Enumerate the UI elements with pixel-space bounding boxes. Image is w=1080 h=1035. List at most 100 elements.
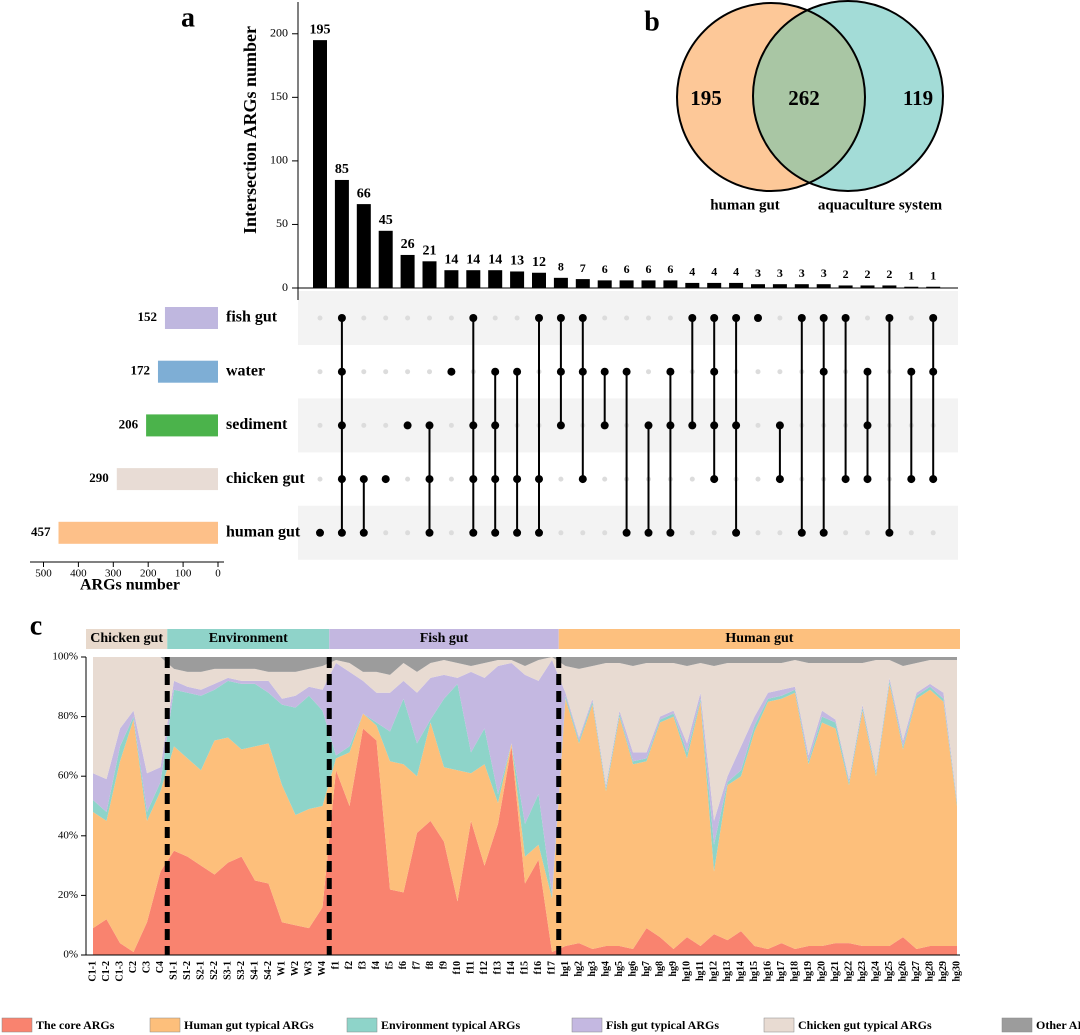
member-dot [556,314,565,322]
member-dot [863,367,872,376]
member-dot [469,421,478,430]
x-tick-label: C2 [128,961,139,973]
bar [532,272,546,288]
bar-value-label: 14 [466,252,480,267]
x-tick-label: hg10 [681,961,692,982]
set-name: water [226,362,265,379]
x-tick-label: C3 [141,961,152,973]
set-name: sediment [226,416,288,433]
inactive-dot [777,369,783,375]
bar-value-label: 85 [335,162,349,177]
area [93,728,957,955]
x-tick-label: S2-1 [195,961,206,980]
x-tick-label: hg23 [857,961,868,982]
member-dot [447,367,456,376]
bar-value-label: 14 [488,252,502,267]
bar-value-label: 13 [510,254,524,269]
member-dot [491,528,500,537]
member-dot [513,367,522,376]
set-size-label: 290 [89,470,109,485]
x-tick-label: f17 [546,961,557,974]
area [93,680,957,899]
member-dot [644,421,653,430]
y-tick-label: 150 [270,89,288,103]
x-tick-label: f2 [344,961,355,969]
member-dot [863,421,872,430]
x-tick-label: hg11 [695,961,706,981]
member-dot [797,314,806,322]
x-tick-label: C4 [155,961,166,973]
bar [334,179,349,288]
member-dot [732,314,741,322]
inactive-dot [448,476,454,482]
member-dot [491,367,500,376]
inactive-dot [317,476,323,482]
x-tick-label: C1-1 [87,961,98,982]
set-size-label: 152 [137,309,157,324]
inactive-dot [448,530,454,536]
member-dot [556,421,565,430]
member-dot [819,314,828,322]
bar-value-label: 21 [423,244,437,259]
x-tick-label: S2-2 [209,961,220,980]
x-tick-label: S1-2 [182,961,193,980]
bar [926,286,941,288]
bar [663,280,678,288]
y-tick-label: 20% [58,889,78,901]
x-tick-label: hg2 [573,961,584,977]
x-tick-label: S4-2 [263,961,274,980]
x-tick-label: hg8 [654,961,665,977]
member-dot [622,528,631,537]
inactive-dot [448,422,454,428]
inactive-dot [755,476,761,482]
member-dot [929,314,938,322]
set-x-tick-label: 500 [35,568,52,580]
y-tick-label: 40% [58,829,78,841]
venn-set-name: human gut [710,197,780,213]
panel-label: b [644,6,660,37]
bar-value-label: 4 [689,265,695,279]
x-tick-label: f13 [492,961,503,974]
member-dot [622,367,631,376]
member-dot [381,475,390,484]
bar [707,282,722,288]
member-dot [425,528,434,537]
member-dot [710,421,719,430]
x-tick-label: S1-1 [168,961,179,980]
x-tick-label: f4 [371,961,382,969]
member-dot [732,421,741,430]
member-dot [819,528,828,537]
x-tick-label: f10 [452,961,463,974]
area [93,657,957,675]
x-tick-label: f9 [438,961,449,969]
member-dot [600,421,609,430]
inactive-dot [492,315,498,321]
bar-value-label: 2 [843,267,849,281]
x-tick-label: f1 [330,961,341,969]
bar [466,270,481,288]
bar-value-label: 7 [580,261,586,275]
member-dot [710,314,719,322]
inactive-dot [908,530,914,536]
x-tick-label: f12 [479,961,490,974]
x-tick-label: hg20 [816,961,827,982]
inactive-dot [317,422,323,428]
x-tick-label: hg4 [600,961,611,977]
bar-value-label: 195 [310,22,331,37]
group-header [558,629,960,649]
inactive-dot [405,476,411,482]
inactive-dot [558,530,564,536]
inactive-dot [667,315,673,321]
set-name: human gut [226,523,301,540]
x-tick-label: hg26 [897,961,908,982]
bar [553,277,568,288]
x-tick-label: hg5 [614,961,625,977]
legend-swatch [149,1017,181,1033]
set-size-label: 457 [31,524,51,539]
bar [619,280,634,288]
venn-value: 195 [690,86,722,110]
y-tick-label: 60% [58,770,78,782]
set-size-bar [164,307,218,329]
bar [904,286,919,288]
inactive-dot [777,530,783,536]
